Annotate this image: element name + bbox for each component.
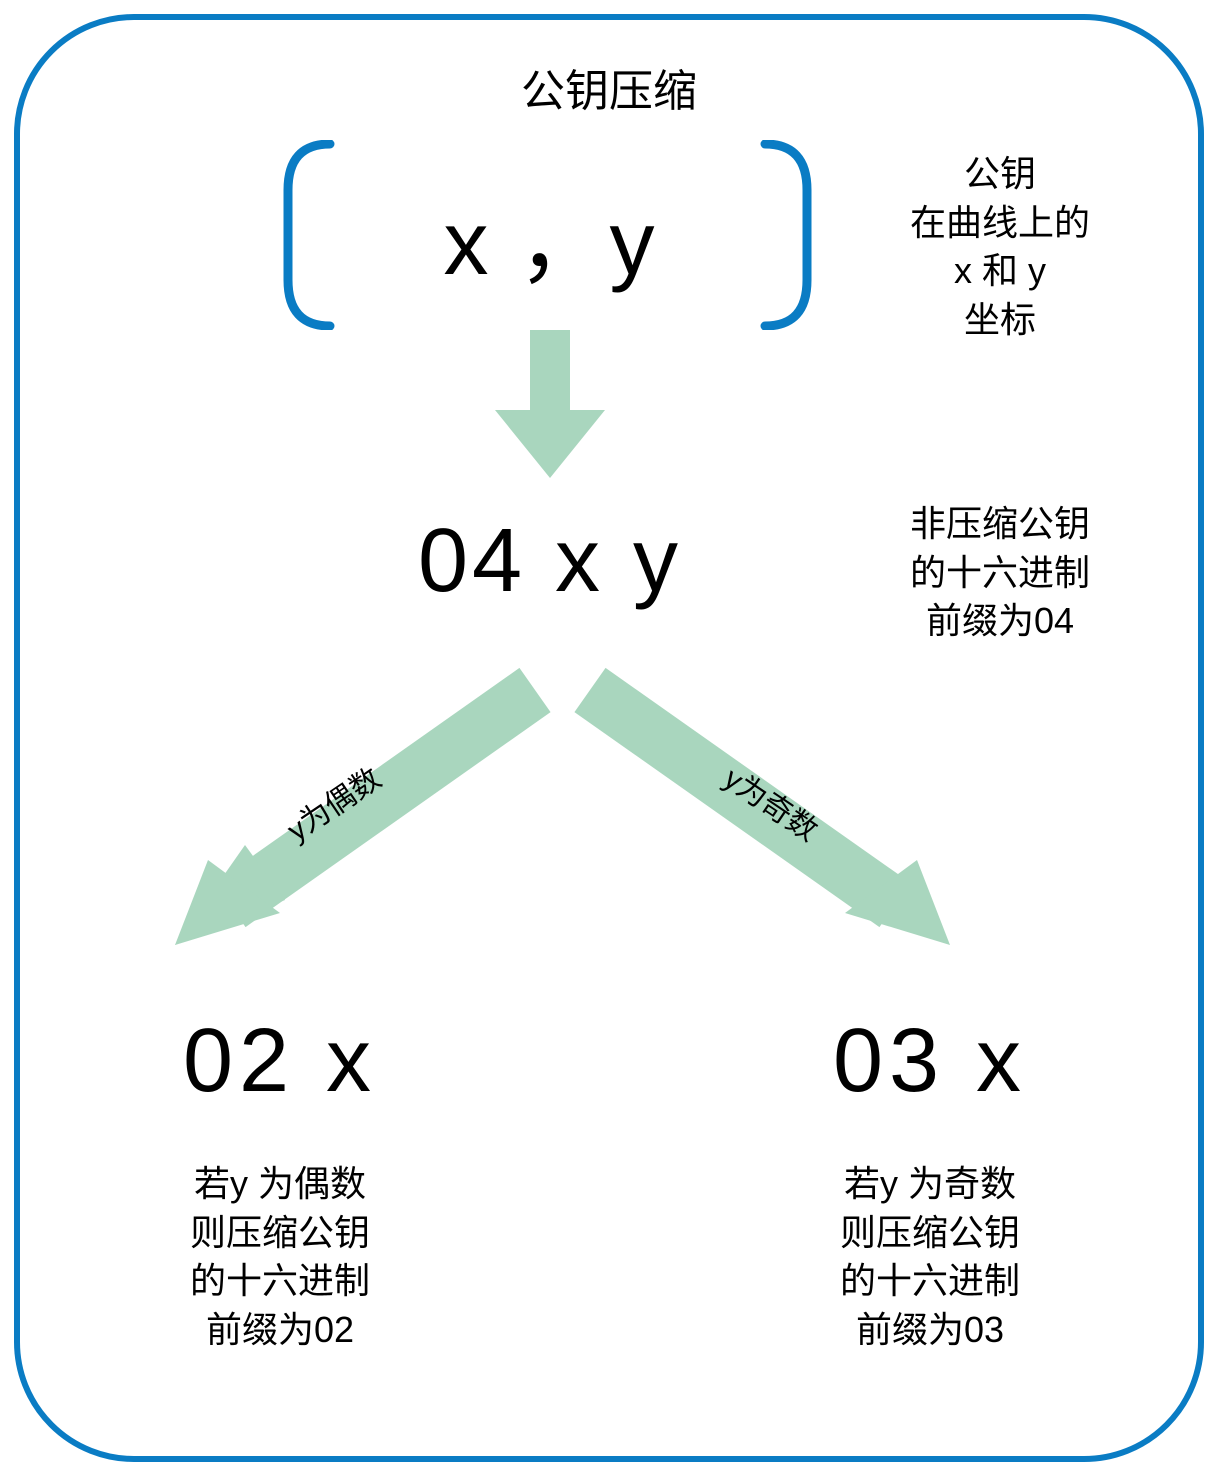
xy-annotation: 公钥 在曲线上的 x 和 y 坐标 <box>850 150 1150 344</box>
annotation-02: 若y 为偶数 则压缩公钥 的十六进制 前缀为02 <box>95 1160 465 1354</box>
left-bracket-icon <box>280 140 340 330</box>
down-arrow-icon <box>490 330 610 480</box>
diagram-title: 公钥压缩 <box>0 55 1218 119</box>
left-diagonal-arrow-icon <box>135 665 565 975</box>
uncompressed-annotation: 非压缩公钥 的十六进制 前缀为04 <box>850 500 1150 646</box>
xy-coordinates: x ，y <box>345 170 755 300</box>
uncompressed-key: 04 x y <box>330 510 770 613</box>
right-bracket-icon <box>755 140 815 330</box>
result-03: 03 x <box>760 1010 1100 1113</box>
annotation-03: 若y 为奇数 则压缩公钥 的十六进制 前缀为03 <box>745 1160 1115 1354</box>
result-02: 02 x <box>110 1010 450 1113</box>
